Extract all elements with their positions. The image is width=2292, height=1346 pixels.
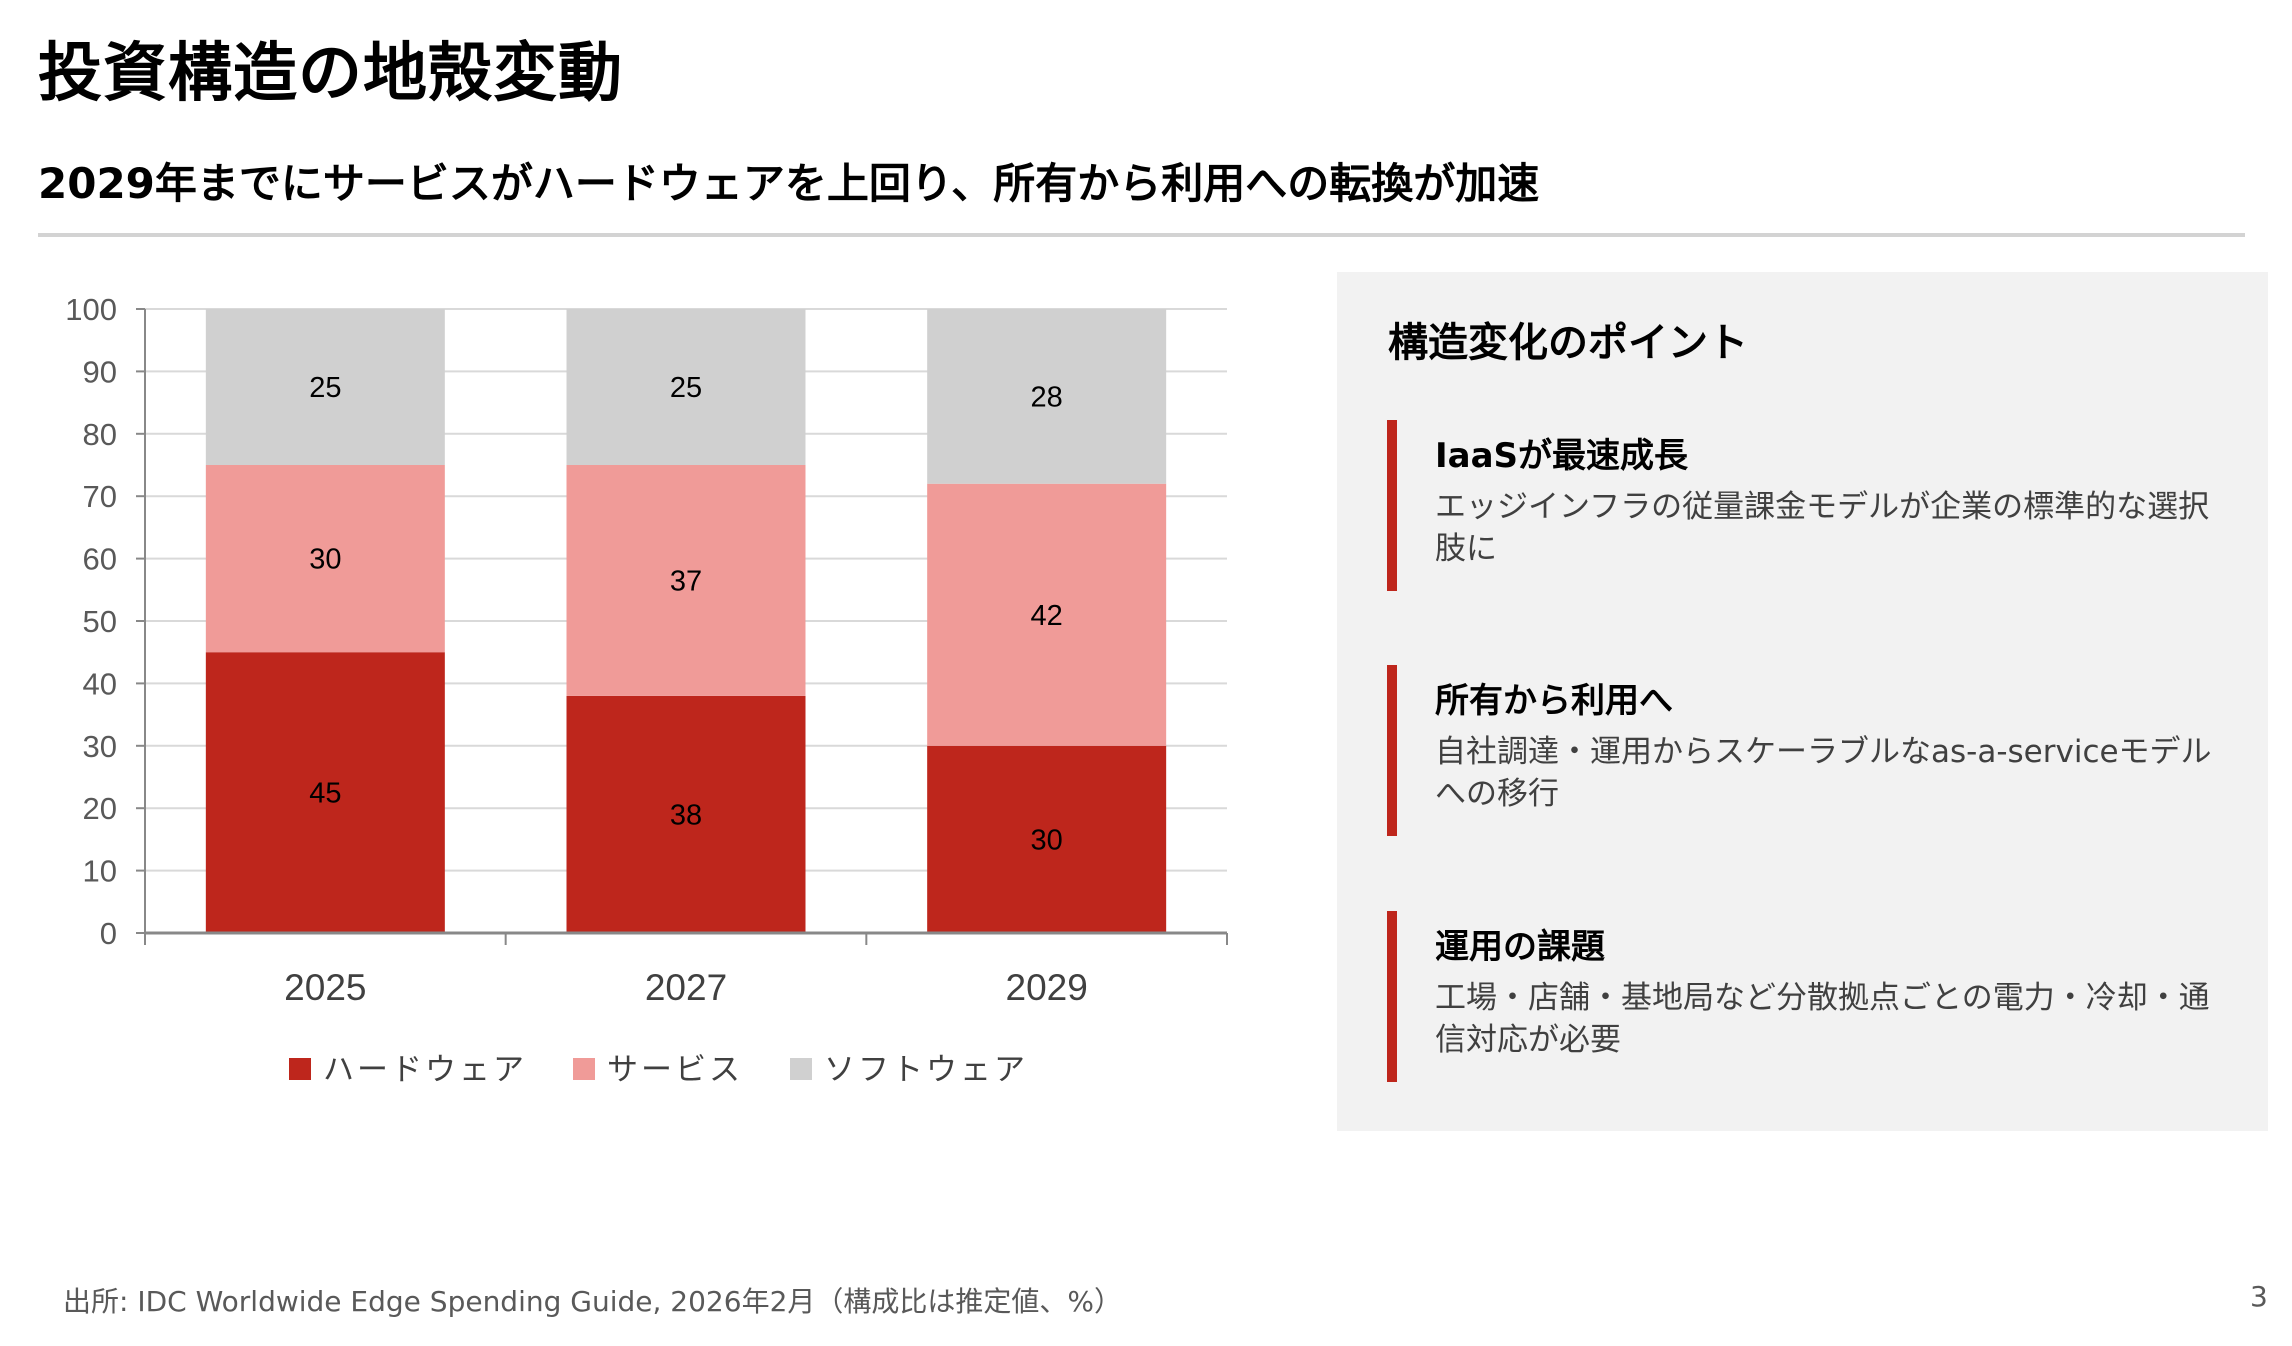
bar-segment (927, 309, 1167, 484)
x-tick-label: 2025 (284, 967, 366, 1008)
data-label: 30 (1031, 824, 1063, 856)
y-tick-label: 80 (83, 417, 117, 452)
y-tick-label: 40 (83, 666, 117, 701)
point-heading: IaaSが最速成長 (1435, 436, 1689, 476)
point-heading: 運用の課題 (1435, 927, 1605, 967)
legend-swatch (790, 1058, 812, 1080)
legend-label: ハードウェア (323, 1052, 527, 1088)
y-tick-label: 50 (83, 604, 117, 639)
data-label: 30 (309, 544, 341, 576)
bar-segment (205, 309, 445, 465)
point-item: IaaSが最速成長 エッジインフラの従量課金モデルが企業の標準的な選択肢に (1387, 420, 2227, 591)
stacked-bar-chart: 0 10 20 30 40 50 60 70 80 90 100 45 30 25 2025 38 37 25 20… (65, 292, 1228, 1088)
accent-bar (1387, 911, 1397, 1082)
y-tick-label: 100 (65, 292, 117, 327)
data-label: 37 (670, 565, 702, 597)
bar-segment (927, 483, 1167, 746)
data-label: 25 (670, 372, 702, 404)
legend-label: サービス (607, 1052, 743, 1088)
point-item: 運用の課題 工場・店舗・基地局など分散拠点ごとの電力・冷却・通信対応が必要 (1387, 911, 2227, 1082)
y-tick-label: 20 (83, 791, 117, 826)
page-subtitle: 2029年までにサービスがハードウェアを上回り、所有から利用への転換が加速 (38, 159, 1540, 208)
y-tick-label: 10 (83, 854, 117, 889)
x-tick-label: 2029 (1006, 967, 1088, 1008)
legend-swatch (573, 1058, 595, 1080)
x-tick-label: 2027 (645, 967, 727, 1008)
bar-segment (205, 652, 445, 933)
data-label: 42 (1031, 600, 1063, 632)
bar-segment (927, 745, 1167, 933)
source-note: 出所: IDC Worldwide Edge Spending Guide, 2… (63, 1285, 1122, 1318)
data-label: 28 (1031, 381, 1063, 413)
legend-swatch (289, 1058, 311, 1080)
point-heading: 所有から利用へ (1435, 681, 1673, 721)
key-points-panel: 構造変化のポイント IaaSが最速成長 エッジインフラの従量課金モデルが企業の標… (1337, 272, 2268, 1131)
y-tick-label: 70 (83, 479, 117, 514)
data-label: 45 (309, 778, 341, 810)
bar-segment (566, 465, 806, 696)
accent-bar (1387, 665, 1397, 836)
y-tick-label: 90 (83, 354, 117, 389)
y-tick-label: 60 (83, 542, 117, 577)
point-body: 工場・店舗・基地局など分散拠点ごとの電力・冷却・通信対応が必要 (1435, 980, 2210, 1058)
bar-segment (566, 695, 806, 933)
panel-title: 構造変化のポイント (1388, 320, 1748, 366)
point-body: エッジインフラの従量課金モデルが企業の標準的な選択肢に (1435, 489, 2210, 567)
bar-segment (566, 309, 806, 465)
data-label: 25 (309, 372, 341, 404)
point-item: 所有から利用へ 自社調達・運用からスケーラブルなas-a-serviceモデルへ… (1387, 665, 2227, 836)
bar-segment (205, 465, 445, 653)
page-title: 投資構造の地殻変動 (38, 37, 623, 111)
page-number: 3 (2250, 1280, 2268, 1313)
title-divider (38, 233, 2245, 237)
legend-label: ソフトウェア (824, 1052, 1028, 1088)
accent-bar (1387, 420, 1397, 591)
y-tick-label: 30 (83, 729, 117, 764)
point-body: 自社調達・運用からスケーラブルなas-a-serviceモデルへの移行 (1435, 734, 2212, 812)
y-tick-label: 0 (100, 916, 117, 951)
data-label: 38 (670, 799, 702, 831)
